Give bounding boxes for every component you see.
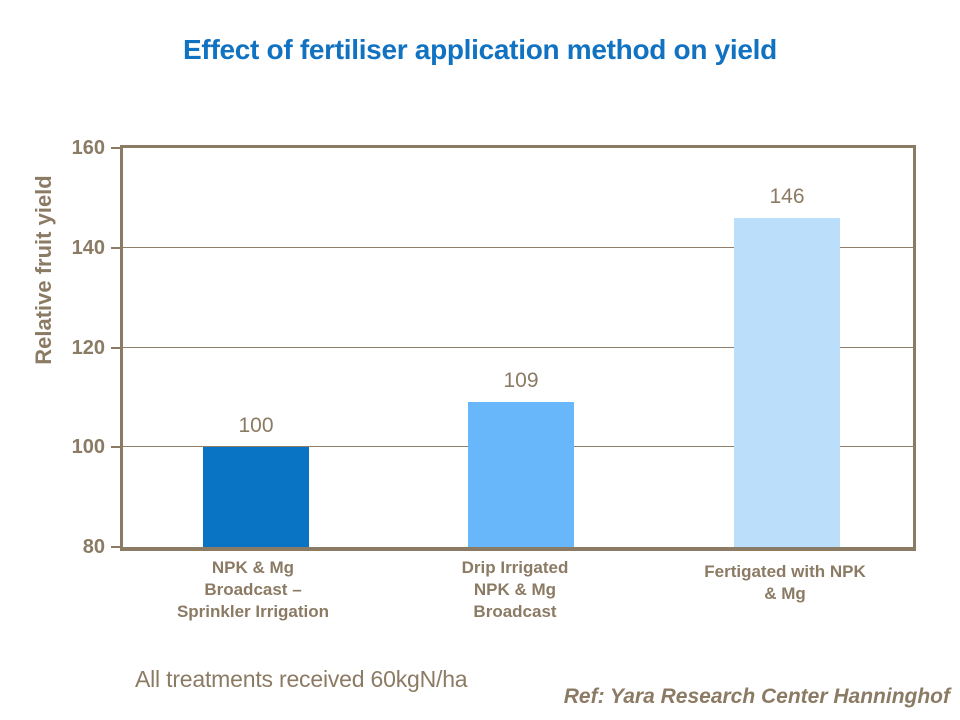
y-tick-mark-140 bbox=[111, 246, 120, 249]
chart-title: Effect of fertiliser application method … bbox=[183, 34, 777, 65]
x-category-label-2: Drip Irrigated NPK & Mg Broadcast bbox=[461, 558, 569, 621]
bar-value-label-2: 109 bbox=[503, 369, 539, 393]
bar-value-label-1: 100 bbox=[238, 414, 274, 438]
y-tick-mark-100 bbox=[111, 446, 120, 449]
y-tick-mark-80 bbox=[111, 546, 120, 548]
x-category-label-1: NPK & Mg Broadcast – Sprinkler Irrigatio… bbox=[176, 558, 330, 621]
y-axis-title: Relative fruit yield bbox=[31, 175, 56, 365]
x-category-label-3: Fertigated with NPK & Mg bbox=[704, 562, 866, 603]
y-tick-mark-160 bbox=[111, 147, 120, 149]
y-tick-label-140: 140 bbox=[71, 236, 105, 259]
bar-value-label-3: 146 bbox=[769, 184, 805, 208]
bar-3 bbox=[734, 217, 840, 547]
y-tick-label-160: 160 bbox=[71, 137, 105, 159]
y-tick-label-100: 100 bbox=[71, 436, 105, 459]
plot-area: 100 109 146 bbox=[120, 145, 916, 551]
y-tick-label-80: 80 bbox=[82, 536, 105, 558]
reference: Ref: Yara Research Center Hanninghof bbox=[563, 685, 950, 708]
y-tick-mark-120 bbox=[111, 346, 120, 349]
bar-2 bbox=[468, 402, 574, 547]
bar-1 bbox=[203, 447, 309, 547]
y-tick-label-120: 120 bbox=[71, 336, 105, 359]
gridline-140 bbox=[123, 246, 913, 248]
gridline-120 bbox=[123, 346, 913, 348]
footnote: All treatments received 60kgN/ha bbox=[135, 666, 468, 692]
